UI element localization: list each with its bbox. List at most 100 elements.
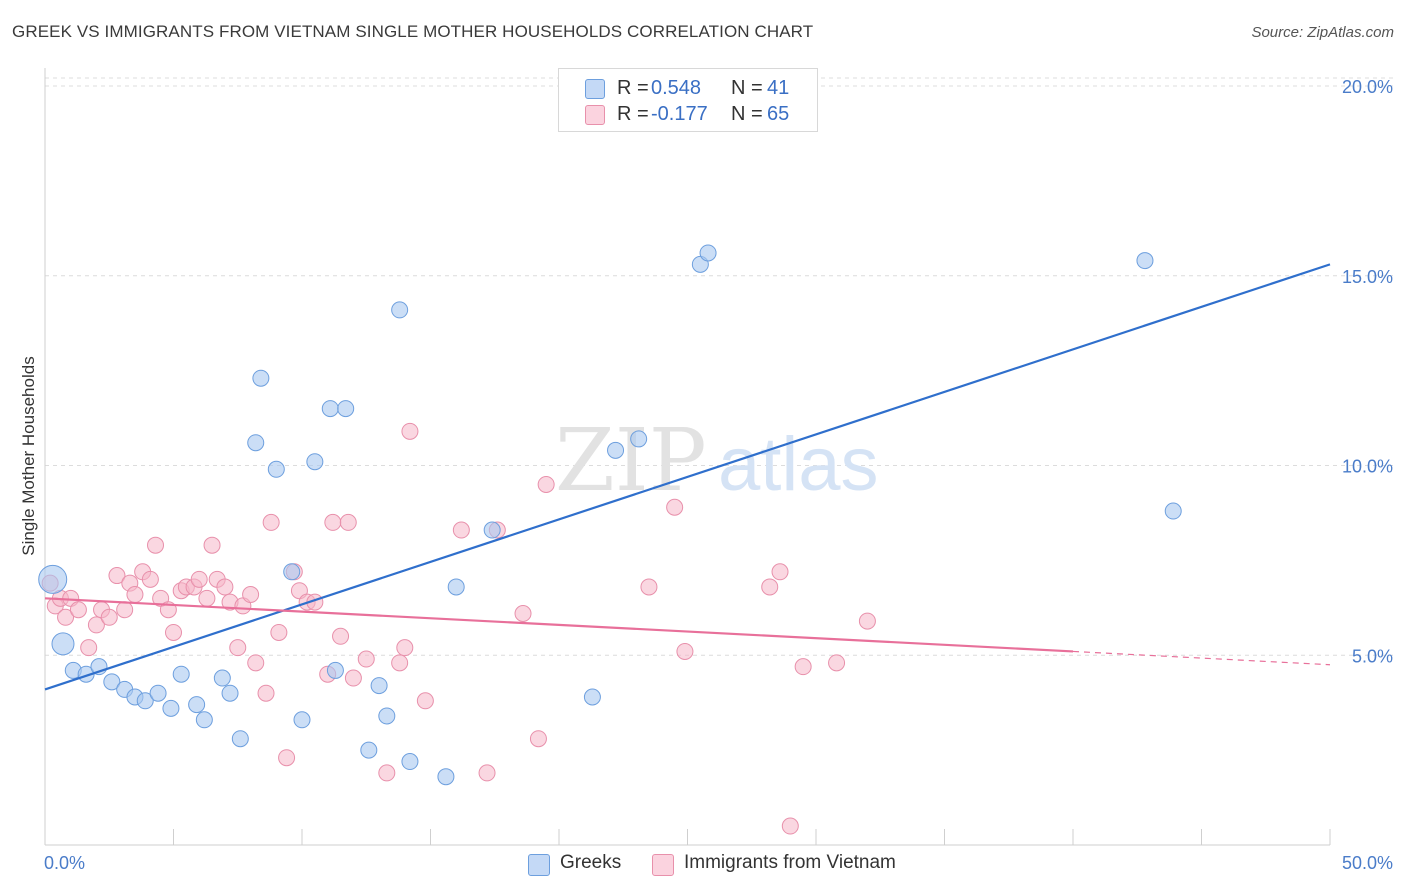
data-point-greeks bbox=[149, 684, 167, 702]
data-point-vietnam bbox=[828, 654, 846, 672]
data-point-vietnam bbox=[401, 422, 419, 440]
data-point-vietnam bbox=[794, 658, 812, 676]
data-point-greeks bbox=[401, 753, 419, 771]
data-point-greeks bbox=[172, 665, 190, 683]
legend-r-value: 0.548 bbox=[651, 77, 702, 99]
data-point-vietnam bbox=[126, 586, 144, 604]
y-tick-label: 10.0% bbox=[1342, 457, 1393, 477]
data-point-greeks bbox=[267, 460, 285, 478]
y-tick-label: 5.0% bbox=[1352, 646, 1393, 666]
legend-n-value: 65 bbox=[767, 103, 790, 125]
data-point-greeks bbox=[306, 453, 324, 471]
series-greeks bbox=[38, 244, 1182, 786]
data-point-greeks bbox=[370, 677, 388, 695]
data-point-greeks bbox=[38, 564, 68, 594]
data-point-greeks bbox=[447, 578, 465, 596]
data-point-greeks bbox=[326, 661, 344, 679]
gridlines bbox=[45, 77, 1395, 656]
data-point-vietnam bbox=[452, 521, 470, 539]
data-point-greeks bbox=[103, 673, 121, 691]
data-point-vietnam bbox=[514, 605, 532, 623]
watermark-zip: ZIP bbox=[555, 411, 707, 511]
data-point-greeks bbox=[136, 692, 154, 710]
data-point-vietnam bbox=[332, 627, 350, 645]
data-point-vietnam bbox=[357, 650, 375, 668]
trend-line-vietnam bbox=[44, 597, 1074, 653]
chart-source: Source: ZipAtlas.com bbox=[1251, 24, 1394, 41]
data-point-greeks bbox=[231, 730, 249, 748]
data-point-vietnam bbox=[391, 654, 409, 672]
data-point-vietnam bbox=[203, 536, 221, 554]
data-point-vietnam bbox=[69, 601, 87, 619]
data-point-greeks bbox=[1164, 502, 1182, 520]
legend-n-value: 41 bbox=[767, 77, 790, 99]
data-point-vietnam bbox=[262, 513, 280, 531]
data-point-vietnam bbox=[676, 642, 694, 660]
data-point-vietnam bbox=[478, 764, 496, 782]
legend-n-label: N = bbox=[731, 103, 763, 125]
data-point-vietnam bbox=[344, 669, 362, 687]
trend-line-greeks bbox=[44, 263, 1331, 691]
data-point-greeks bbox=[293, 711, 311, 729]
bottom-legend-swatch-greeks bbox=[528, 854, 550, 876]
legend-r-label: R = bbox=[617, 77, 649, 99]
data-point-greeks bbox=[247, 434, 265, 452]
data-point-vietnam bbox=[396, 639, 414, 657]
legend-row-greeks: R = 0.548 N = 41 bbox=[559, 75, 817, 101]
chart-title: GREEK VS IMMIGRANTS FROM VIETNAM SINGLE … bbox=[12, 22, 814, 41]
y-tick-label: 20.0% bbox=[1342, 77, 1393, 97]
data-point-greeks bbox=[283, 563, 301, 581]
data-point-greeks bbox=[213, 669, 231, 687]
legend-n-label: N = bbox=[731, 77, 763, 99]
data-point-vietnam bbox=[324, 513, 342, 531]
legend-row-vietnam: R = -0.177 N = 65 bbox=[559, 101, 817, 127]
axes bbox=[44, 68, 1331, 846]
data-point-vietnam bbox=[198, 589, 216, 607]
data-point-greeks bbox=[51, 632, 75, 656]
data-point-vietnam bbox=[270, 623, 288, 641]
data-point-greeks bbox=[252, 369, 270, 387]
y-tick-label: 15.0% bbox=[1342, 267, 1393, 287]
data-point-vietnam bbox=[858, 612, 876, 630]
data-point-vietnam bbox=[57, 608, 75, 626]
data-point-greeks bbox=[1136, 252, 1154, 270]
data-point-vietnam bbox=[257, 684, 275, 702]
data-point-greeks bbox=[437, 768, 455, 786]
bottom-legend-swatch-vietnam bbox=[652, 854, 674, 876]
watermark-atlas: atlas bbox=[718, 422, 879, 507]
bottom-legend-label: Greeks bbox=[560, 852, 622, 873]
data-point-vietnam bbox=[108, 567, 126, 585]
data-point-vietnam bbox=[339, 513, 357, 531]
data-point-vietnam bbox=[229, 639, 247, 657]
legend-swatch-greeks bbox=[585, 79, 605, 99]
data-point-vietnam bbox=[537, 475, 555, 493]
data-point-vietnam bbox=[80, 639, 98, 657]
x-tick-label: 50.0% bbox=[1342, 853, 1393, 873]
data-point-greeks bbox=[195, 711, 213, 729]
legend-r-label: R = bbox=[617, 103, 649, 125]
data-point-vietnam bbox=[116, 601, 134, 619]
correlation-legend: R = 0.548 N = 41 R = -0.177 N = 65 bbox=[558, 68, 818, 132]
legend-swatch-vietnam bbox=[585, 105, 605, 125]
data-point-greeks bbox=[360, 741, 378, 759]
x-tick-label: 0.0% bbox=[44, 853, 85, 873]
bottom-legend-label: Immigrants from Vietnam bbox=[684, 852, 896, 873]
data-point-vietnam bbox=[165, 623, 182, 641]
data-point-vietnam bbox=[278, 749, 296, 767]
data-point-greeks bbox=[391, 301, 409, 319]
data-point-vietnam bbox=[771, 563, 789, 581]
data-point-vietnam bbox=[216, 578, 234, 596]
data-point-vietnam bbox=[761, 578, 779, 596]
data-point-vietnam bbox=[416, 692, 434, 710]
data-point-vietnam bbox=[147, 536, 165, 554]
data-point-greeks bbox=[337, 400, 355, 418]
data-point-greeks bbox=[699, 244, 717, 262]
trend-line-vietnam-extension bbox=[1072, 650, 1331, 666]
data-point-greeks bbox=[221, 684, 239, 702]
data-point-vietnam bbox=[190, 570, 208, 588]
data-point-vietnam bbox=[781, 817, 799, 835]
data-point-greeks bbox=[321, 400, 339, 418]
watermark: ZIP atlas bbox=[555, 411, 879, 511]
data-point-vietnam bbox=[141, 570, 159, 588]
